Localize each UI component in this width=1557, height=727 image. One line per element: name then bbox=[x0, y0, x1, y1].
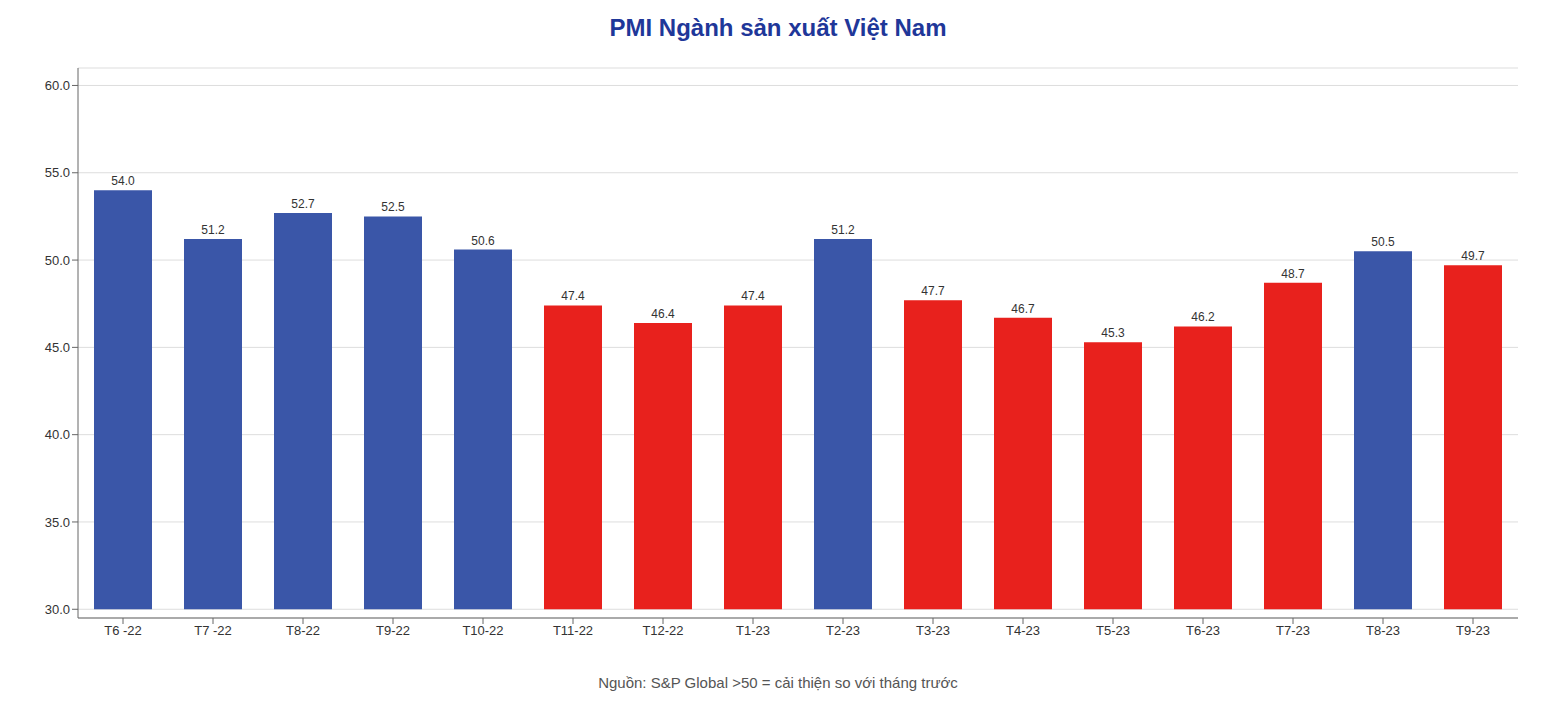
svg-text:T3-23: T3-23 bbox=[916, 623, 950, 638]
svg-text:T7-23: T7-23 bbox=[1276, 623, 1310, 638]
svg-text:47.7: 47.7 bbox=[921, 284, 945, 298]
svg-text:T8-23: T8-23 bbox=[1366, 623, 1400, 638]
svg-text:T1-23: T1-23 bbox=[736, 623, 770, 638]
svg-text:30.0: 30.0 bbox=[45, 602, 70, 617]
svg-text:T8-22: T8-22 bbox=[286, 623, 320, 638]
svg-text:52.7: 52.7 bbox=[291, 197, 315, 211]
svg-text:46.7: 46.7 bbox=[1011, 302, 1035, 316]
svg-text:T10-22: T10-22 bbox=[462, 623, 503, 638]
svg-text:49.7: 49.7 bbox=[1461, 249, 1485, 263]
svg-text:50.0: 50.0 bbox=[45, 253, 70, 268]
svg-text:45.3: 45.3 bbox=[1101, 326, 1125, 340]
svg-text:55.0: 55.0 bbox=[45, 165, 70, 180]
svg-text:46.2: 46.2 bbox=[1191, 310, 1215, 324]
svg-text:35.0: 35.0 bbox=[45, 515, 70, 530]
svg-text:T12-22: T12-22 bbox=[642, 623, 683, 638]
svg-text:40.0: 40.0 bbox=[45, 427, 70, 442]
svg-text:52.5: 52.5 bbox=[381, 200, 405, 214]
svg-text:T6-23: T6-23 bbox=[1186, 623, 1220, 638]
svg-text:51.2: 51.2 bbox=[201, 223, 225, 237]
html-text:PMI Ngành sản xuất Việt Nam: PMI Ngành sản xuất Việt Nam bbox=[609, 14, 947, 41]
svg-text:48.7: 48.7 bbox=[1281, 267, 1305, 281]
svg-text:54.0: 54.0 bbox=[111, 174, 135, 188]
svg-text:60.0: 60.0 bbox=[45, 78, 70, 93]
svg-text:T11-22: T11-22 bbox=[553, 623, 593, 638]
svg-text:T2-23: T2-23 bbox=[826, 623, 860, 638]
svg-text:45.0: 45.0 bbox=[45, 340, 70, 355]
svg-text:47.4: 47.4 bbox=[741, 289, 765, 303]
svg-text:T7 -22: T7 -22 bbox=[194, 623, 232, 638]
svg-text:51.2: 51.2 bbox=[831, 223, 855, 237]
svg-text:47.4: 47.4 bbox=[561, 289, 585, 303]
svg-text:T9-23: T9-23 bbox=[1456, 623, 1490, 638]
svg-text:T4-23: T4-23 bbox=[1006, 623, 1040, 638]
svg-text:50.6: 50.6 bbox=[471, 234, 495, 248]
html-text:Nguồn: S&P Global >50 = cải th: Nguồn: S&P Global >50 = cải thiện so với… bbox=[598, 674, 958, 691]
svg-text:46.4: 46.4 bbox=[651, 307, 675, 321]
svg-text:50.5: 50.5 bbox=[1371, 235, 1395, 249]
svg-text:T6 -22: T6 -22 bbox=[104, 623, 142, 638]
svg-text:T5-23: T5-23 bbox=[1096, 623, 1130, 638]
svg-text:T9-22: T9-22 bbox=[376, 623, 410, 638]
